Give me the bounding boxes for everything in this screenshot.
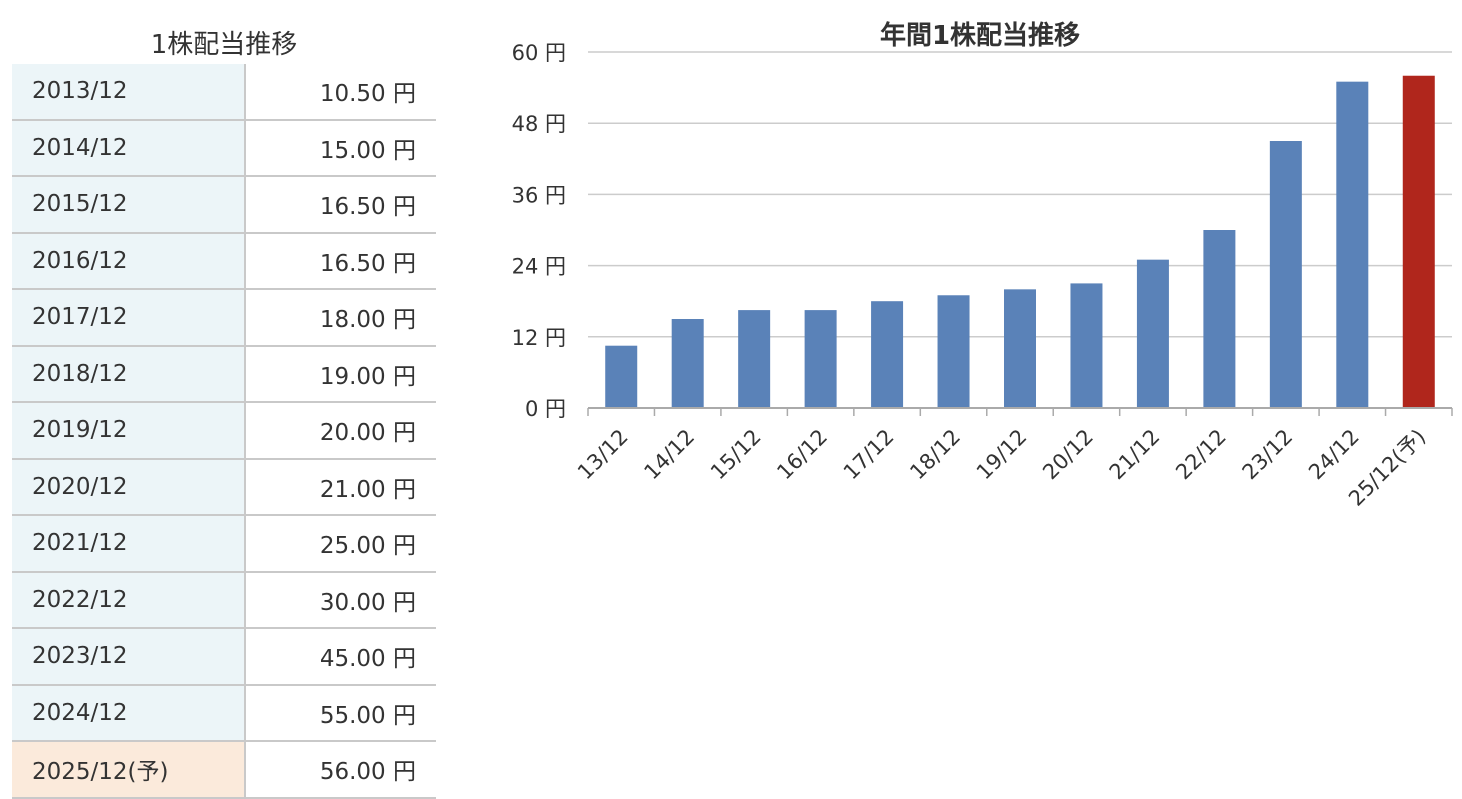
bar [1203,230,1236,408]
table-row: 2020/12 21.00 円 [12,458,436,516]
dividend-amount-cell: 21.00 円 [245,458,436,516]
dividend-chart-panel: 年間1株配当推移 0 円 12 円 24 円 36 円 48 円 60 円 13/12 14… [490,0,1462,792]
table-row: 2016/12 16.50 円 [12,232,436,290]
dividend-table: 2013/12 10.50 円 2014/12 15.00 円 2015/12 16.50… [12,64,436,799]
dividend-amount-cell: 19.00 円 [245,345,436,403]
x-tick-label: 21/12 [1105,425,1165,485]
y-tick-label: 48 円 [512,112,566,136]
period-cell: 2020/12 [12,458,246,516]
period-cell: 2015/12 [12,176,246,234]
x-tick-label: 16/12 [772,425,832,485]
x-tick-label: 13/12 [573,425,633,485]
x-tick-label: 17/12 [839,425,899,485]
x-tick-label: 24/12 [1304,425,1364,485]
bar [605,345,638,408]
grid-lines [588,51,1452,338]
y-tick-label: 0 円 [525,397,566,421]
table-row: 2014/12 15.00 円 [12,119,436,177]
y-tick-label: 60 円 [512,41,566,65]
x-tick-label: 19/12 [972,425,1032,485]
period-cell: 2016/12 [12,232,246,290]
period-cell: 2014/12 [12,119,246,177]
x-tick-label: 14/12 [639,425,699,485]
table-row: 2013/12 10.50 円 [12,64,436,121]
table-title: 1株配当推移 [150,30,298,60]
x-axis [587,407,1453,416]
table-row: 2015/12 16.50 円 [12,176,436,234]
bar [671,319,704,408]
period-cell: 2022/12 [12,571,246,629]
x-axis-ticks: 13/12 14/12 15/12 16/12 17/12 18/12 19/12 20/12… [573,425,1430,511]
period-cell: 2024/12 [12,684,246,742]
period-cell: 2013/12 [12,64,246,121]
table-row: 2021/12 25.00 円 [12,515,436,573]
table-row: 2024/12 55.00 円 [12,684,436,742]
bar [937,295,970,408]
table-row: 2017/12 18.00 円 [12,289,436,347]
period-cell: 2025/12(予) [12,741,246,799]
bars [605,75,1435,409]
bar [1070,283,1103,408]
x-tick-label: 15/12 [706,425,766,485]
dividend-table-panel: 1株配当推移 2013/12 10.50 円 2014/12 15.00 円 2015/… [12,26,436,799]
bar-forecast [1402,75,1435,408]
bar [1336,81,1369,409]
table-row: 2022/12 30.00 円 [12,571,436,629]
period-cell: 2019/12 [12,402,246,460]
dividend-amount-cell: 15.00 円 [245,119,436,177]
chart-title: 年間1株配当推移 [880,20,1080,51]
x-tick-label: 20/12 [1038,425,1098,485]
dividend-amount-cell: 20.00 円 [245,402,436,460]
table-row: 2025/12(予) 56.00 円 [12,741,436,799]
bar [804,310,837,408]
table-row: 2019/12 20.00 円 [12,402,436,460]
bar [871,301,904,408]
period-cell: 2021/12 [12,515,246,573]
period-cell: 2017/12 [12,289,246,347]
dividend-amount-cell: 55.00 円 [245,684,436,742]
y-tick-label: 36 円 [512,183,566,207]
bar [738,310,771,408]
period-cell: 2018/12 [12,345,246,403]
x-tick-label: 22/12 [1171,425,1231,485]
table-row: 2018/12 19.00 円 [12,345,436,403]
dividend-amount-cell: 16.50 円 [245,176,436,234]
y-axis-ticks: 0 円 12 円 24 円 36 円 48 円 60 円 [512,41,566,421]
dividend-amount-cell: 56.00 円 [245,741,436,799]
dividend-bar-chart: 年間1株配当推移 0 円 12 円 24 円 36 円 48 円 60 円 13/12 14… [512,20,1453,511]
period-cell: 2023/12 [12,628,246,686]
bar [1269,141,1302,408]
dividend-amount-cell: 10.50 円 [245,64,436,121]
bar [1004,289,1036,408]
y-tick-label: 24 円 [512,255,566,279]
dividend-amount-cell: 30.00 円 [245,571,436,629]
dividend-amount-cell: 18.00 円 [245,289,436,347]
dividend-amount-cell: 25.00 円 [245,515,436,573]
x-tick-label: 23/12 [1238,425,1298,485]
y-tick-label: 12 円 [512,326,566,350]
bar [1136,259,1169,408]
x-tick-label: 18/12 [905,425,965,485]
dividend-amount-cell: 45.00 円 [245,628,436,686]
dividend-amount-cell: 16.50 円 [245,232,436,290]
table-row: 2023/12 45.00 円 [12,628,436,686]
